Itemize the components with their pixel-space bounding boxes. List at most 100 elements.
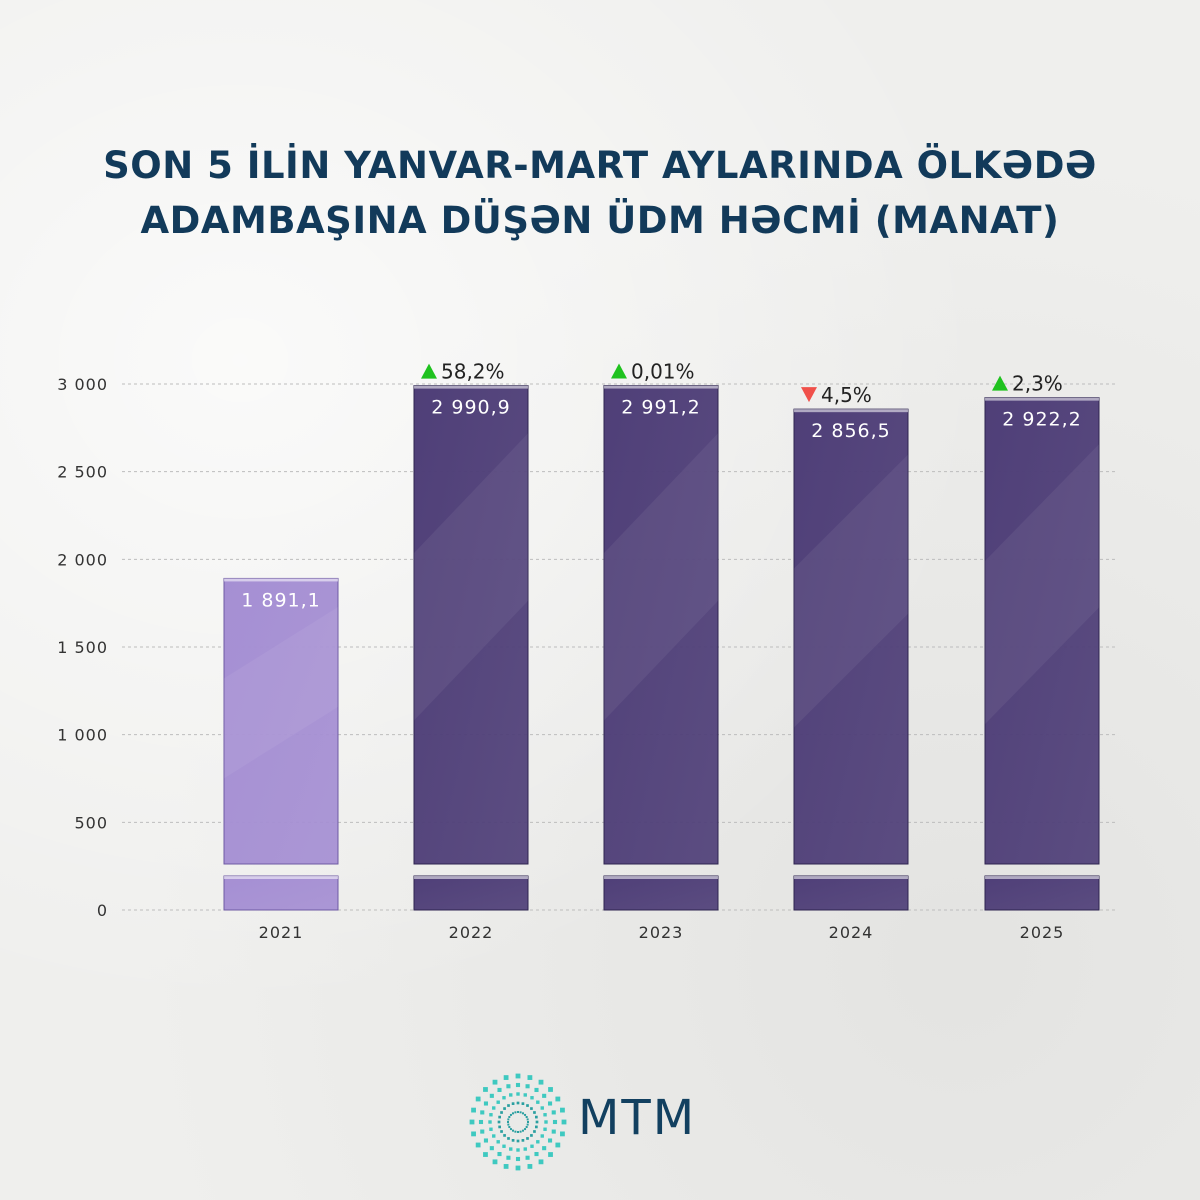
logo-dot bbox=[492, 1079, 498, 1085]
logo-dot bbox=[500, 1130, 503, 1133]
logo-dot bbox=[489, 1146, 494, 1151]
up-arrow-icon bbox=[992, 375, 1008, 391]
logo-dot bbox=[543, 1127, 547, 1131]
logo-dot bbox=[514, 1111, 517, 1114]
logo-dot bbox=[519, 1130, 522, 1133]
bar-base-segment bbox=[793, 875, 909, 911]
x-tick-label: 2022 bbox=[449, 923, 494, 942]
x-tick-label: 2025 bbox=[1020, 923, 1065, 942]
logo-dot bbox=[530, 1134, 533, 1137]
logo-dot bbox=[503, 1107, 506, 1110]
mtm-starburst-icon bbox=[469, 1073, 567, 1171]
logo-dot bbox=[508, 1126, 511, 1128]
bar-base-highlight bbox=[794, 876, 908, 879]
logo-dot bbox=[483, 1101, 489, 1106]
logo-dot bbox=[519, 1111, 522, 1114]
logo-dot bbox=[478, 1119, 484, 1125]
x-tick-label: 2021 bbox=[259, 923, 304, 942]
logo-dot bbox=[483, 1138, 489, 1143]
logo-dot bbox=[512, 1112, 514, 1115]
logo-dot bbox=[489, 1113, 493, 1117]
logo-dot bbox=[500, 1111, 503, 1114]
bar-base-highlight bbox=[414, 876, 528, 879]
bar-segment bbox=[413, 385, 529, 865]
logo-dot bbox=[509, 1147, 513, 1151]
y-tick-label: 3 000 bbox=[57, 375, 108, 394]
logo-dot bbox=[497, 1087, 502, 1093]
x-tick-label: 2023 bbox=[639, 923, 684, 942]
logo-dot bbox=[538, 1159, 544, 1165]
logo-dot bbox=[534, 1087, 539, 1093]
logo-dot bbox=[471, 1107, 476, 1113]
bar-sheen bbox=[414, 433, 528, 721]
bar-value-label: 2 990,9 bbox=[431, 397, 511, 419]
logo-dot bbox=[535, 1125, 538, 1129]
bar-base-segment bbox=[413, 875, 529, 911]
bar-segment bbox=[603, 385, 719, 865]
logo-dot bbox=[530, 1096, 534, 1100]
change-label: 58,2% bbox=[441, 360, 505, 384]
bar-highlight bbox=[414, 385, 528, 389]
logo-dot bbox=[530, 1144, 534, 1148]
bar-2023: 2 991,2 0,01% bbox=[603, 360, 719, 911]
logo-dot bbox=[496, 1100, 500, 1104]
logo-dot bbox=[480, 1129, 485, 1134]
logo-dot bbox=[547, 1101, 553, 1106]
logo-dot bbox=[497, 1151, 502, 1157]
logo-dot bbox=[511, 1139, 515, 1142]
bar-value-label: 2 922,2 bbox=[1002, 409, 1082, 431]
bar-base-highlight bbox=[604, 876, 718, 879]
y-tick-label: 500 bbox=[74, 813, 108, 832]
logo-dot bbox=[516, 1139, 520, 1143]
logo-dot bbox=[521, 1102, 525, 1105]
bar-value-label: 2 991,2 bbox=[621, 397, 701, 419]
logo-dot bbox=[522, 1112, 524, 1115]
bar-base-highlight bbox=[985, 876, 1099, 879]
logo-dot bbox=[526, 1137, 529, 1140]
logo-dot bbox=[507, 1137, 510, 1140]
logo-dot bbox=[509, 1128, 512, 1131]
logo-dot bbox=[516, 1101, 520, 1105]
logo-dot bbox=[544, 1120, 548, 1124]
logo-dot bbox=[515, 1156, 521, 1162]
logo-dot bbox=[536, 1140, 540, 1144]
logo-dot bbox=[489, 1093, 494, 1098]
logo-dot bbox=[498, 1115, 501, 1119]
bar-segment bbox=[223, 577, 339, 865]
logo-dot bbox=[497, 1120, 501, 1124]
logo-dot bbox=[483, 1087, 488, 1092]
logo-dot bbox=[527, 1075, 533, 1080]
bar-2022: 2 990,9 58,2% bbox=[413, 360, 529, 911]
y-tick-label: 0 bbox=[97, 901, 108, 920]
chart-title-line-1: SON 5 İLİN YANVAR-MART AYLARINDA ÖLKƏDƏ bbox=[103, 144, 1097, 187]
x-tick-label: 2024 bbox=[829, 923, 874, 942]
logo-dot bbox=[548, 1152, 553, 1157]
logo-dot bbox=[509, 1093, 513, 1097]
logo-dot bbox=[508, 1116, 511, 1118]
logo-dot bbox=[506, 1155, 511, 1160]
bar-value-label: 1 891,1 bbox=[241, 589, 321, 611]
logo-dot bbox=[542, 1093, 547, 1098]
bar-base-highlight bbox=[224, 876, 338, 879]
bar-2021: 1 891,1 bbox=[223, 577, 339, 911]
logo-dot bbox=[533, 1111, 536, 1114]
logo-dot bbox=[561, 1119, 567, 1125]
logo-dot bbox=[527, 1164, 533, 1169]
logo-dot bbox=[480, 1110, 485, 1115]
logo-dot bbox=[523, 1147, 527, 1151]
logo-dot bbox=[524, 1128, 527, 1131]
logo-dot bbox=[515, 1082, 521, 1088]
logo-dot bbox=[483, 1152, 488, 1157]
logo-dot bbox=[475, 1142, 481, 1148]
bar-value-label: 2 856,5 bbox=[811, 420, 891, 442]
logo-dot bbox=[526, 1118, 529, 1121]
change-label: 2,3% bbox=[1012, 372, 1063, 396]
bar-highlight bbox=[604, 385, 718, 389]
logo-dot bbox=[525, 1155, 530, 1160]
logo-dot bbox=[517, 1131, 519, 1133]
logo-dot bbox=[515, 1165, 521, 1171]
logo-dot bbox=[517, 1111, 519, 1113]
logo-dot bbox=[538, 1079, 544, 1085]
logo-dot bbox=[516, 1148, 520, 1152]
bar-segment bbox=[984, 397, 1100, 865]
